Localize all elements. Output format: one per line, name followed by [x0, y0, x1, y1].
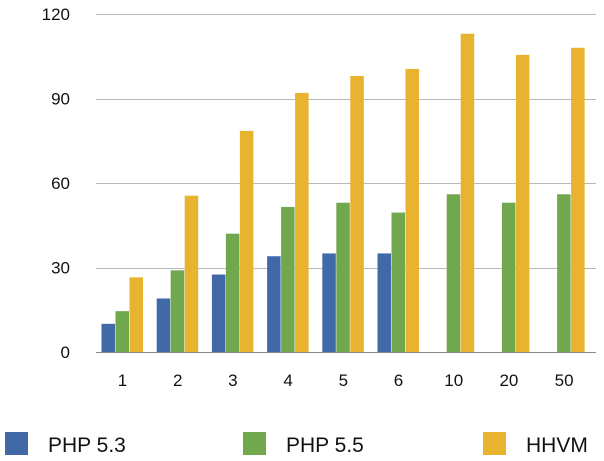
bar-php-5-3-1	[101, 323, 115, 352]
legend-swatch	[243, 432, 266, 455]
bar-php-5-5-10	[446, 194, 461, 352]
legend-swatch	[5, 432, 28, 455]
bar-php-5-5-2	[170, 270, 185, 352]
bar-php-5-5-3	[225, 233, 240, 352]
bar-php-5-5-20	[501, 202, 516, 352]
bar-hhvm-20	[515, 54, 530, 352]
bars	[101, 33, 585, 353]
bar-hhvm-5	[350, 75, 364, 352]
y-axis-tick-labels: 0 30 60 90 120	[42, 5, 70, 362]
legend-label: PHP 5.5	[286, 434, 364, 457]
x-tick-label: 4	[283, 371, 292, 390]
x-tick-label: 10	[444, 371, 463, 390]
y-tick-label: 60	[51, 174, 70, 193]
bar-hhvm-6	[405, 68, 419, 353]
bar-hhvm-2	[184, 195, 199, 352]
legend-label: HHVM	[526, 434, 588, 457]
x-tick-label: 5	[339, 371, 348, 390]
bar-php-5-5-4	[281, 206, 295, 352]
y-tick-label: 30	[51, 259, 70, 278]
y-tick-label: 0	[61, 343, 70, 362]
y-tick-label: 120	[42, 5, 70, 24]
x-tick-label: 50	[555, 371, 574, 390]
y-tick-label: 90	[51, 90, 70, 109]
x-tick-label: 2	[173, 371, 182, 390]
legend-label: PHP 5.3	[48, 434, 126, 457]
bar-php-5-5-5	[336, 202, 350, 352]
bar-php-5-3-2	[156, 298, 171, 352]
bar-php-5-5-6	[391, 212, 405, 352]
bar-hhvm-50	[571, 47, 585, 353]
bar-hhvm-3	[239, 130, 254, 352]
bar-php-5-5-1	[115, 311, 129, 352]
x-tick-label: 1	[118, 371, 127, 390]
x-axis-tick-labels: 1 2 3 4 5 6 10 20 50	[118, 371, 574, 390]
x-tick-label: 3	[228, 371, 237, 390]
legend: PHP 5.3 PHP 5.5 HHVM	[5, 432, 588, 457]
x-tick-label: 20	[499, 371, 518, 390]
bar-php-5-3-5	[322, 253, 336, 352]
bar-php-5-3-3	[211, 274, 226, 352]
bar-hhvm-10	[460, 33, 475, 352]
bar-php-5-3-4	[267, 256, 281, 352]
bar-php-5-5-50	[557, 194, 571, 352]
legend-swatch	[483, 432, 506, 455]
bar-hhvm-1	[129, 277, 143, 352]
bar-php-5-3-6	[377, 253, 391, 352]
x-tick-label: 6	[394, 371, 403, 390]
bar-hhvm-4	[295, 92, 309, 352]
